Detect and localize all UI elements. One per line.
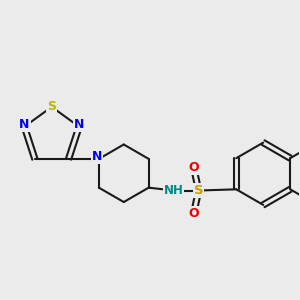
Text: N: N xyxy=(92,151,102,164)
Text: S: S xyxy=(47,100,56,113)
Text: N: N xyxy=(74,118,84,131)
Text: O: O xyxy=(188,207,199,220)
Text: O: O xyxy=(188,161,199,174)
Text: NH: NH xyxy=(164,184,184,197)
Text: N: N xyxy=(19,118,30,131)
Text: S: S xyxy=(194,184,203,197)
